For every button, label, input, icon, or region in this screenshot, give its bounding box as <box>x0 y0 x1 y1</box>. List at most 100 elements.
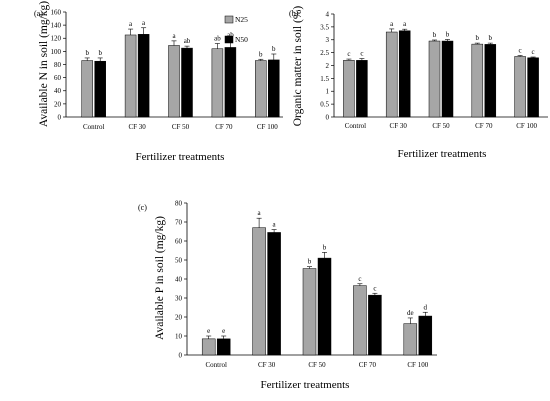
y-tick-label: 40 <box>54 87 62 95</box>
significance-letter: b <box>446 30 450 38</box>
significance-letter: e <box>222 327 225 335</box>
significance-letter: e <box>207 327 210 335</box>
x-tick-label: CF 100 <box>516 122 537 130</box>
significance-letter: b <box>433 31 437 39</box>
x-tick-label: CF 50 <box>172 123 190 131</box>
significance-letter: a <box>258 209 262 217</box>
bar-n25-cf-30 <box>252 227 266 356</box>
bar-n25-control <box>201 338 216 356</box>
x-tick-label: CF 50 <box>308 361 326 369</box>
bar-n25-cf-100 <box>403 323 418 356</box>
panel-label: (b) <box>289 9 299 18</box>
y-tick-label: 70 <box>175 218 183 226</box>
y-tick-label: 2.5 <box>320 49 329 57</box>
bar-n50-cf-50 <box>441 40 454 118</box>
y-axis-label: Available N in soil (mg/kg) <box>38 1 50 127</box>
y-tick-label: 0.5 <box>320 101 329 109</box>
legend-swatch-n25 <box>224 15 234 24</box>
x-tick-label: CF 70 <box>475 122 493 130</box>
significance-letter: ab <box>227 31 234 39</box>
x-tick-label: Control <box>83 123 104 131</box>
y-tick-label: 0 <box>58 113 62 121</box>
significance-letter: b <box>259 50 263 58</box>
bar-n25-cf-100 <box>255 60 267 118</box>
legend-label-n50: N50 <box>235 35 248 44</box>
bar-n25-cf-30 <box>385 31 398 118</box>
significance-letter: b <box>476 34 480 42</box>
x-axis-label: Fertilizer treatments <box>398 148 487 160</box>
significance-letter: b <box>98 49 102 57</box>
significance-letter: a <box>142 19 146 27</box>
bar-n50-control <box>94 60 106 118</box>
significance-letter: a <box>390 20 394 28</box>
y-tick-label: 140 <box>51 22 62 30</box>
significance-letter: b <box>272 45 276 53</box>
bar-n50-cf-50 <box>181 47 193 118</box>
panel-label: (c) <box>138 203 147 212</box>
y-tick-label: 100 <box>51 48 62 56</box>
significance-letter: ab <box>214 35 221 43</box>
y-tick-label: 60 <box>175 237 183 245</box>
bar-n50-control <box>216 338 231 356</box>
significance-letter: de <box>407 309 414 317</box>
bar-n25-cf-70 <box>353 285 367 356</box>
y-tick-label: 120 <box>51 35 62 43</box>
y-tick-label: 50 <box>175 256 183 264</box>
significance-letter: c <box>373 284 376 292</box>
bar-n50-cf-30 <box>398 30 411 118</box>
x-tick-label: CF 30 <box>390 122 408 130</box>
bar-n50-cf-70 <box>484 44 497 118</box>
y-tick-label: 1.5 <box>320 75 329 83</box>
y-tick-label: 1 <box>326 88 330 96</box>
y-tick-label: 10 <box>175 332 183 340</box>
panel-label: (a) <box>34 9 43 18</box>
y-tick-label: 20 <box>54 100 62 108</box>
bar-n50-control <box>356 60 368 118</box>
bar-n25-cf-70 <box>211 48 224 118</box>
x-tick-label: CF 70 <box>215 123 233 131</box>
bar-n50-cf-30 <box>267 232 281 356</box>
y-tick-label: 30 <box>175 294 183 302</box>
y-tick-label: 40 <box>175 275 183 283</box>
x-axis-label: Fertilizer treatments <box>136 151 225 163</box>
bar-n25-cf-50 <box>302 268 317 356</box>
y-tick-label: 4 <box>326 10 330 18</box>
x-tick-label: CF 70 <box>359 361 377 369</box>
significance-letter: b <box>308 258 312 266</box>
bar-n25-control <box>343 60 355 118</box>
bar-n25-cf-50 <box>168 45 180 118</box>
x-tick-label: Control <box>345 122 366 130</box>
significance-letter: a <box>273 221 277 229</box>
significance-letter: c <box>347 50 350 58</box>
significance-letter: ab <box>184 37 191 45</box>
significance-letter: b <box>323 243 327 251</box>
y-tick-label: 80 <box>54 61 62 69</box>
y-tick-label: 2 <box>326 62 330 70</box>
bar-n50-cf-70 <box>224 47 237 118</box>
y-tick-label: 20 <box>175 313 183 321</box>
legend-swatch-n50 <box>224 35 234 44</box>
bar-n25-cf-100 <box>514 56 526 118</box>
significance-letter: b <box>85 49 89 57</box>
bar-n25-cf-30 <box>124 34 137 118</box>
y-axis-label: Available P in soil (mg/kg) <box>154 216 166 340</box>
significance-letter: c <box>532 48 535 56</box>
legend: N25 N50 <box>224 15 248 44</box>
x-tick-label: CF 100 <box>407 361 428 369</box>
y-tick-label: 60 <box>54 74 62 82</box>
significance-letter: c <box>360 50 363 58</box>
bar-n25-cf-70 <box>471 43 484 118</box>
significance-letter: d <box>424 303 428 311</box>
panel-c: 0 10 20 30 40 50 60 70 80 e e Control a a CF 30 b b CF 50… <box>138 199 437 391</box>
bar-n50-cf-30 <box>137 34 150 118</box>
y-tick-label: 3.5 <box>320 23 329 31</box>
x-tick-label: Control <box>206 361 227 369</box>
bar-n50-cf-100 <box>418 315 433 356</box>
bar-n25-control <box>81 60 93 118</box>
x-tick-label: CF 100 <box>257 123 278 131</box>
significance-letter: a <box>129 20 133 28</box>
y-tick-label: 0 <box>326 113 330 121</box>
bar-n25-cf-50 <box>428 40 441 118</box>
